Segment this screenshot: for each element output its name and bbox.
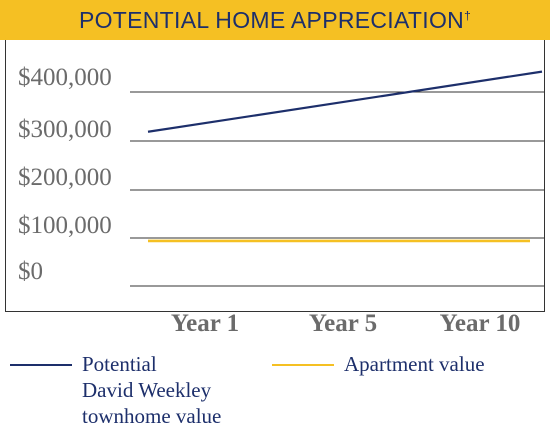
x-tick-label: Year 1 [171,310,239,337]
series-line-townhome [147,70,543,133]
legend-label-townhome: Potential David Weekley townhome value [82,352,222,428]
x-tick-label: Year 5 [309,310,377,337]
legend-label-apartment: Apartment value [344,352,485,376]
y-tick-label: $400,000 [18,64,112,91]
legend-item-apartment: Apartment value [272,351,485,377]
legend-swatch-apartment [272,364,334,366]
legend-swatch-townhome [10,364,72,366]
y-tick-label: $200,000 [18,164,112,191]
y-tick-label: $300,000 [18,116,112,143]
plot-frame [5,40,545,312]
chart-svg: $400,000 $300,000 $200,000 $100,000 $0 Year 1… [18,64,545,337]
legend-item-townhome: Potential David Weekley townhome value [10,351,221,429]
title-dagger: † [464,7,472,22]
legend: Potential David Weekley townhome value A… [0,345,550,430]
y-tick-label: $0 [18,258,43,285]
y-tick-label: $100,000 [18,212,112,239]
chart-title: POTENTIAL HOME APPRECIATION† [78,6,472,33]
chart-title-banner: POTENTIAL HOME APPRECIATION† [0,0,550,40]
x-tick-label: Year 10 [440,310,521,337]
